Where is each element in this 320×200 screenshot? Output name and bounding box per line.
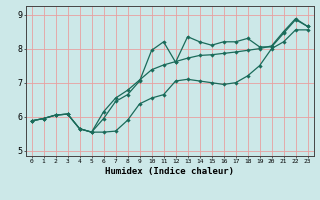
X-axis label: Humidex (Indice chaleur): Humidex (Indice chaleur) xyxy=(105,167,234,176)
